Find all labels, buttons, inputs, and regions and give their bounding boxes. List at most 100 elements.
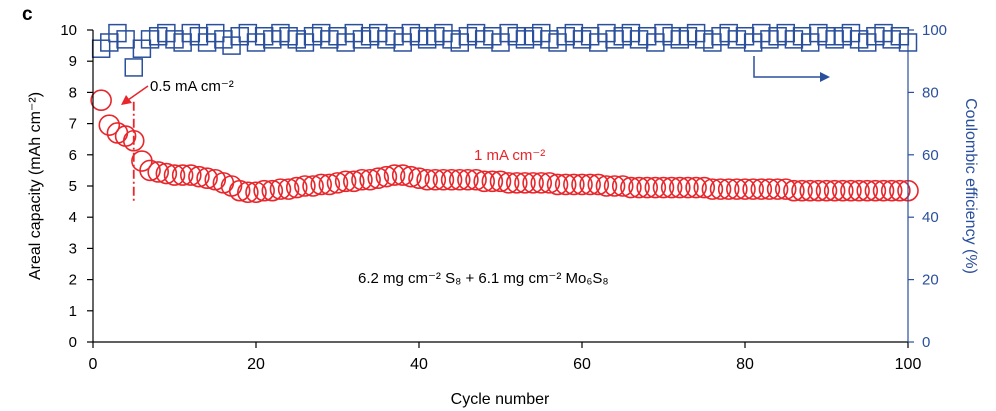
capacity-point xyxy=(717,178,740,200)
x-tick-label: 40 xyxy=(410,356,428,373)
capacity-point xyxy=(652,176,675,199)
high-rate-label: 1 mA cm⁻² xyxy=(474,147,545,164)
capacity-point xyxy=(840,179,862,202)
efficiency-series xyxy=(91,23,918,77)
capacity-point xyxy=(563,173,585,196)
capacity-point xyxy=(261,179,284,202)
y-tick-label: 2 xyxy=(69,272,77,289)
y2-tick-label: 40 xyxy=(922,209,939,226)
capacity-point xyxy=(473,170,496,193)
capacity-point xyxy=(685,176,707,199)
x-tick-label: 80 xyxy=(736,356,754,373)
capacity-point xyxy=(742,178,764,200)
y-tick-label: 10 xyxy=(60,22,77,39)
capacity-point xyxy=(334,170,357,193)
capacity-point xyxy=(147,161,169,183)
x-axis-title: Cycle number xyxy=(451,391,550,408)
capacity-point xyxy=(326,172,349,194)
capacity-point xyxy=(163,164,186,186)
capacity-point xyxy=(481,170,504,193)
y2-axis-title: Coulombic efficiency (%) xyxy=(962,98,979,274)
capacity-point xyxy=(807,179,830,202)
capacity-point xyxy=(554,173,577,196)
capacity-point xyxy=(734,178,756,200)
capacity-point xyxy=(294,175,316,197)
capacity-point xyxy=(457,168,479,191)
y-tick-label: 0 xyxy=(69,334,77,351)
capacity-point xyxy=(620,176,642,199)
capacity-point xyxy=(701,178,724,200)
capacity-point xyxy=(644,176,667,199)
capacity-point xyxy=(889,179,911,202)
capacity-point xyxy=(595,175,618,197)
capacity-point xyxy=(302,175,324,197)
capacity-point xyxy=(351,168,373,191)
y2-tick-label: 20 xyxy=(922,272,939,289)
capacity-point xyxy=(611,175,634,197)
capacity-point xyxy=(880,179,903,202)
capacity-point xyxy=(766,178,789,200)
capacity-point xyxy=(514,172,536,194)
capacity-point xyxy=(522,172,544,194)
y-tick-label: 3 xyxy=(69,240,77,257)
y-axis-title: Areal capacity (mAh cm⁻²) xyxy=(27,92,44,280)
capacity-point xyxy=(709,178,732,200)
capacity-point xyxy=(831,179,854,202)
capacity-point xyxy=(98,114,121,136)
capacity-point xyxy=(546,173,569,196)
capacity-point xyxy=(408,167,430,189)
capacity-point xyxy=(815,179,838,202)
x-tick-label: 60 xyxy=(573,356,591,373)
capacity-point xyxy=(416,168,438,191)
low-rate-arrowhead xyxy=(121,95,132,105)
capacity-point xyxy=(432,168,455,191)
capacity-point xyxy=(864,179,887,202)
capacity-point xyxy=(180,164,202,186)
capacity-point xyxy=(799,179,822,202)
capacity-point xyxy=(245,181,267,204)
capacity-point xyxy=(253,179,275,202)
capacity-point xyxy=(693,176,716,199)
y-tick-label: 8 xyxy=(69,84,77,101)
capacity-point xyxy=(122,129,145,152)
capacity-point xyxy=(383,164,406,186)
capacity-point xyxy=(318,173,341,196)
capacity-point xyxy=(571,173,593,196)
x-tick-label: 100 xyxy=(895,356,922,373)
capacity-point xyxy=(872,179,895,202)
capacity-point xyxy=(90,89,112,111)
capacity-point xyxy=(603,175,626,197)
capacity-point xyxy=(791,179,813,202)
capacity-point xyxy=(465,168,487,191)
capacity-point xyxy=(660,176,683,199)
capacity-point xyxy=(269,178,292,200)
capacity-point xyxy=(188,165,210,188)
capacity-point xyxy=(391,164,414,186)
capacity-point xyxy=(758,178,781,200)
capacity-point xyxy=(228,179,251,202)
capacity-point xyxy=(848,179,870,202)
capacity-point xyxy=(774,178,797,200)
capacity-point xyxy=(677,176,699,199)
y2-tick-label: 100 xyxy=(922,22,947,39)
capacity-point xyxy=(367,167,390,189)
capacity-point xyxy=(440,168,463,191)
y-tick-label: 9 xyxy=(69,53,77,70)
panel-label: c xyxy=(22,4,33,25)
capacity-point xyxy=(155,162,178,185)
capacity-point xyxy=(823,179,846,202)
capacity-point xyxy=(497,172,520,194)
y-tick-label: 7 xyxy=(69,116,77,133)
efficiency-point xyxy=(116,30,135,49)
low-rate-label: 0.5 mA cm⁻² xyxy=(150,78,234,95)
capacity-point xyxy=(538,172,561,194)
capacity-point xyxy=(856,179,879,202)
y-tick-label: 5 xyxy=(69,178,77,195)
capacity-point xyxy=(505,172,528,194)
capacity-series xyxy=(90,89,919,204)
capacity-point xyxy=(726,178,748,200)
capacity-point xyxy=(359,168,381,191)
capacity-point xyxy=(587,173,610,196)
